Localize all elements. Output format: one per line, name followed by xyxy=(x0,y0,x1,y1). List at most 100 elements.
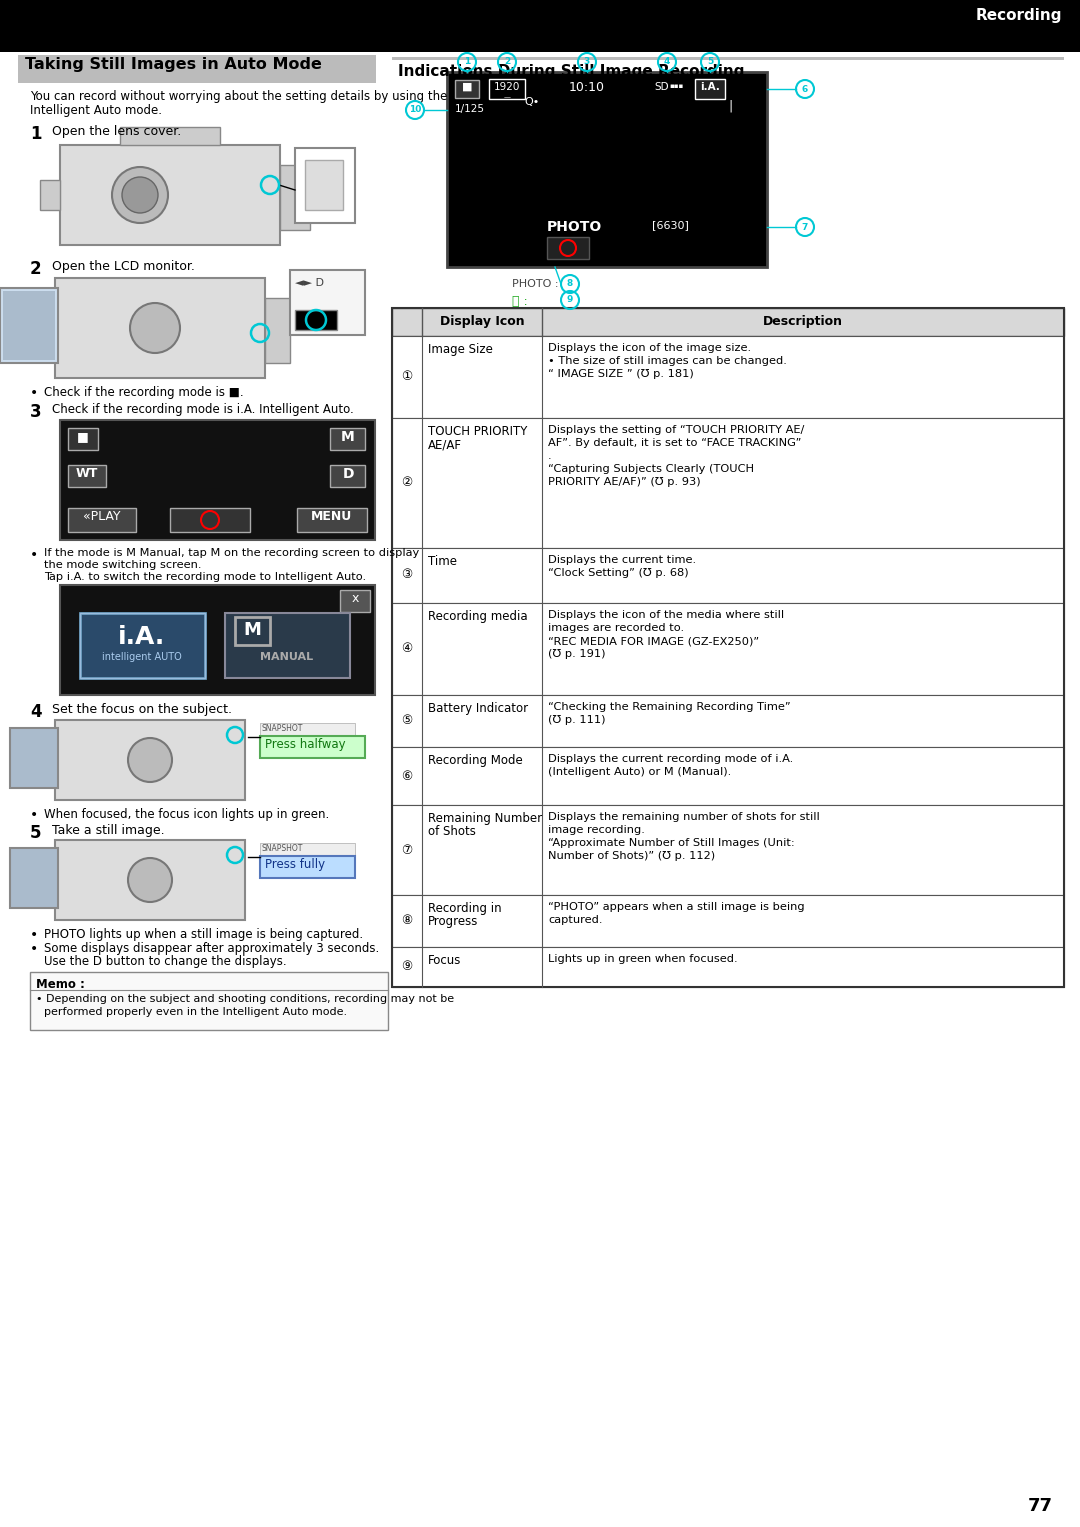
Text: Displays the icon of the media where still: Displays the icon of the media where sti… xyxy=(548,609,784,620)
Text: ◄► D: ◄► D xyxy=(295,278,324,289)
Bar xyxy=(392,805,1064,895)
Text: MANUAL: MANUAL xyxy=(260,652,313,663)
Bar xyxy=(297,508,367,531)
Text: (℧ p. 191): (℧ p. 191) xyxy=(548,649,606,660)
Text: Recording Mode: Recording Mode xyxy=(428,754,523,767)
Text: x: x xyxy=(351,592,359,605)
Text: Taking Still Images in Auto Mode: Taking Still Images in Auto Mode xyxy=(25,56,322,72)
Bar xyxy=(18,55,376,82)
Text: «PLAY: «PLAY xyxy=(83,510,121,524)
Circle shape xyxy=(129,858,172,902)
Text: PHOTO: PHOTO xyxy=(546,220,603,234)
Bar xyxy=(260,722,355,734)
Bar xyxy=(305,160,343,211)
Text: ⑦: ⑦ xyxy=(402,843,413,857)
Text: When focused, the focus icon lights up in green.: When focused, the focus icon lights up i… xyxy=(44,808,329,822)
Text: 5: 5 xyxy=(30,825,41,841)
Text: “Capturing Subjects Clearly (TOUCH: “Capturing Subjects Clearly (TOUCH xyxy=(548,464,754,473)
Text: Recording: Recording xyxy=(975,8,1062,23)
Bar xyxy=(392,56,1064,60)
Bar xyxy=(3,292,55,360)
Bar xyxy=(68,508,136,531)
Text: •: • xyxy=(30,928,38,942)
Text: ■: ■ xyxy=(462,82,472,92)
Text: Tap i.A. to switch the recording mode to Intelligent Auto.: Tap i.A. to switch the recording mode to… xyxy=(44,573,366,582)
Circle shape xyxy=(112,166,168,223)
Text: Displays the current recording mode of i.A.: Displays the current recording mode of i… xyxy=(548,754,793,764)
Text: Focus: Focus xyxy=(428,954,461,967)
Bar xyxy=(392,308,1064,336)
Text: ⑨: ⑨ xyxy=(402,960,413,974)
Bar xyxy=(60,145,280,244)
Text: Recording in: Recording in xyxy=(428,902,501,915)
Bar xyxy=(30,973,388,1031)
Text: ②: ② xyxy=(402,476,413,490)
Text: Lights up in green when focused.: Lights up in green when focused. xyxy=(548,954,738,964)
Circle shape xyxy=(122,177,158,212)
Text: (℧ p. 111): (℧ p. 111) xyxy=(548,715,606,725)
Bar xyxy=(68,466,106,487)
Bar xyxy=(295,310,337,330)
Text: Press fully: Press fully xyxy=(265,858,325,870)
Text: Take a still image.: Take a still image. xyxy=(52,825,164,837)
Bar xyxy=(55,278,265,379)
Text: 4: 4 xyxy=(30,702,42,721)
Text: PRIORITY AE/AF)” (℧ p. 93): PRIORITY AE/AF)” (℧ p. 93) xyxy=(548,476,701,487)
Text: Number of Shots)” (℧ p. 112): Number of Shots)” (℧ p. 112) xyxy=(548,851,715,861)
Text: 2: 2 xyxy=(504,58,510,67)
Text: i.A.: i.A. xyxy=(700,82,720,92)
Text: intelligent AUTO: intelligent AUTO xyxy=(103,652,181,663)
Text: D: D xyxy=(342,467,354,481)
Text: “PHOTO” appears when a still image is being: “PHOTO” appears when a still image is be… xyxy=(548,902,805,912)
Text: Use the D button to change the displays.: Use the D button to change the displays. xyxy=(44,954,286,968)
Text: Remaining Number: Remaining Number xyxy=(428,812,542,825)
Bar xyxy=(392,603,1064,695)
Text: ▪▪▪: ▪▪▪ xyxy=(670,82,684,89)
Text: ③: ③ xyxy=(402,568,413,582)
Text: •: • xyxy=(30,386,38,400)
Bar xyxy=(80,612,205,678)
Bar xyxy=(0,289,58,363)
Text: 1920: 1920 xyxy=(494,82,521,92)
Text: •: • xyxy=(30,548,38,562)
Text: WT: WT xyxy=(76,467,98,479)
Circle shape xyxy=(130,302,180,353)
Text: Displays the icon of the image size.: Displays the icon of the image size. xyxy=(548,344,751,353)
Text: 8: 8 xyxy=(567,279,573,289)
Text: ⑤: ⑤ xyxy=(402,715,413,727)
Text: 4: 4 xyxy=(664,58,671,67)
Text: 7: 7 xyxy=(801,223,808,232)
Text: TOUCH PRIORITY: TOUCH PRIORITY xyxy=(428,425,527,438)
Text: ①: ① xyxy=(402,371,413,383)
Text: Some displays disappear after approximately 3 seconds.: Some displays disappear after approximat… xyxy=(44,942,379,954)
Text: Set the focus on the subject.: Set the focus on the subject. xyxy=(52,702,232,716)
Bar xyxy=(55,721,245,800)
Bar xyxy=(392,308,1064,986)
Text: 5: 5 xyxy=(707,58,713,67)
Text: 1/125: 1/125 xyxy=(455,104,485,115)
Bar xyxy=(0,43,1080,52)
Bar xyxy=(60,420,375,541)
Text: Displays the remaining number of shots for still: Displays the remaining number of shots f… xyxy=(548,812,820,822)
Text: [6630]: [6630] xyxy=(652,220,689,231)
Text: If the mode is M Manual, tap M on the recording screen to display: If the mode is M Manual, tap M on the re… xyxy=(44,548,419,557)
Bar xyxy=(260,843,355,855)
Text: M: M xyxy=(341,431,355,444)
Bar xyxy=(260,736,365,757)
Text: Press halfway: Press halfway xyxy=(265,738,346,751)
Text: Memo :: Memo : xyxy=(36,977,85,991)
Text: “REC MEDIA FOR IMAGE (GZ-EX250)”: “REC MEDIA FOR IMAGE (GZ-EX250)” xyxy=(548,637,759,646)
Text: • The size of still images can be changed.: • The size of still images can be change… xyxy=(548,356,787,366)
Text: AF”. By default, it is set to “FACE TRACKING”: AF”. By default, it is set to “FACE TRAC… xyxy=(548,438,801,447)
Text: 9: 9 xyxy=(567,296,573,304)
Text: Image Size: Image Size xyxy=(428,344,492,356)
Text: 10: 10 xyxy=(409,105,421,115)
Text: 3: 3 xyxy=(30,403,42,421)
Bar xyxy=(392,336,1064,418)
Bar xyxy=(489,79,525,99)
Text: 1: 1 xyxy=(464,58,470,67)
Text: i.A.: i.A. xyxy=(119,625,165,649)
Text: 2: 2 xyxy=(30,260,42,278)
Text: Q•: Q• xyxy=(525,98,540,107)
Bar xyxy=(120,127,220,145)
